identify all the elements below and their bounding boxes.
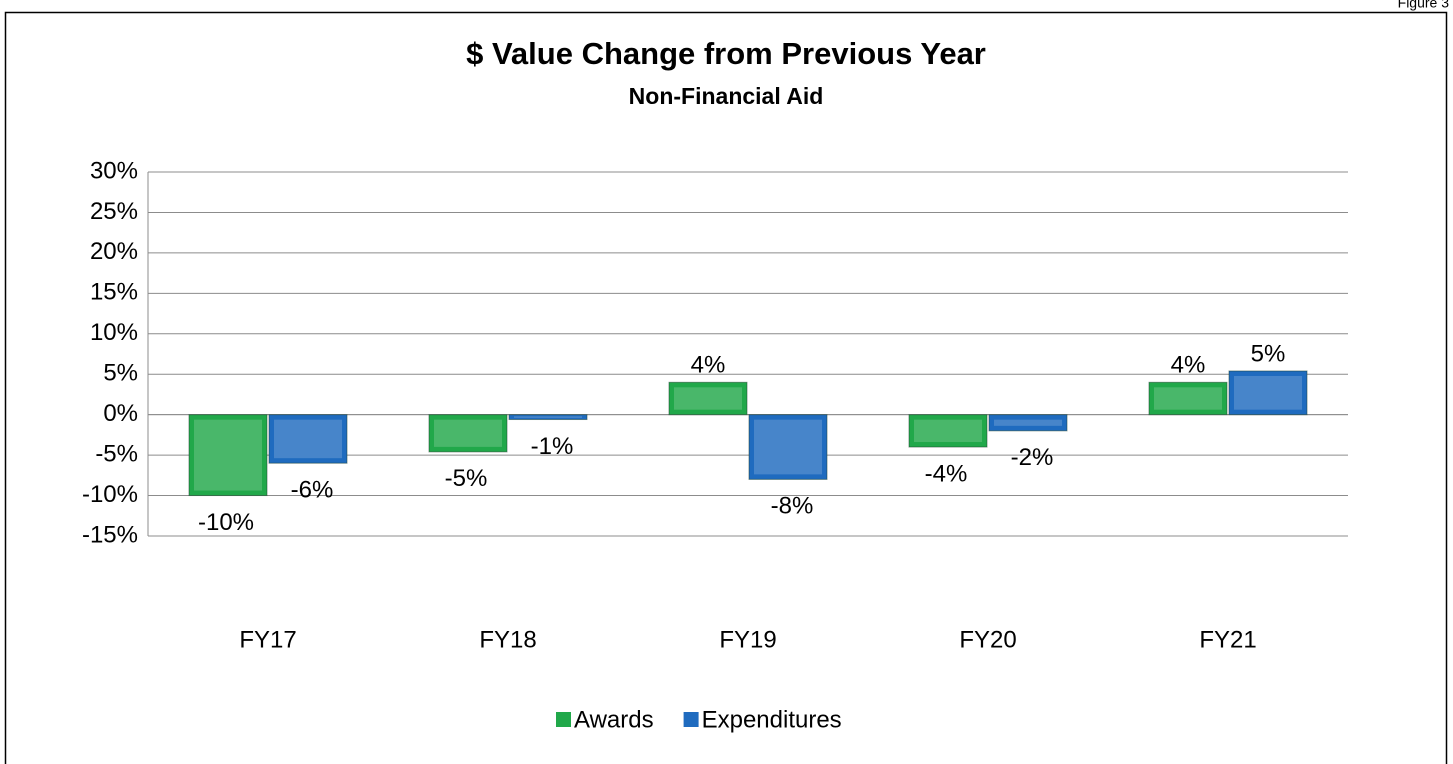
data-label: 4% xyxy=(1171,352,1206,379)
y-tick-label: 25% xyxy=(90,198,138,225)
legend-label: Expenditures xyxy=(702,706,842,733)
bar xyxy=(668,381,748,416)
bar-bevel xyxy=(194,419,262,491)
bar-bevel xyxy=(1154,387,1222,410)
bar xyxy=(188,414,268,497)
bar xyxy=(428,414,508,453)
y-tick-label: -5% xyxy=(95,440,138,467)
bar xyxy=(908,414,988,448)
bar xyxy=(1228,370,1308,416)
chart-subtitle: Non-Financial Aid xyxy=(629,83,824,109)
data-label: -8% xyxy=(771,493,814,520)
figure-label: Figure 3 xyxy=(1398,0,1450,11)
data-label: 4% xyxy=(691,352,726,379)
data-label: -1% xyxy=(531,433,574,460)
x-tick-label: FY19 xyxy=(719,626,776,653)
x-tick-label: FY20 xyxy=(959,626,1016,653)
bar xyxy=(988,414,1068,432)
y-tick-label: 0% xyxy=(103,400,138,427)
y-tick-label: 15% xyxy=(90,279,138,306)
legend-swatch xyxy=(683,712,699,727)
bar xyxy=(748,414,828,480)
x-tick-label: FY18 xyxy=(479,626,536,653)
data-label: -6% xyxy=(291,477,334,504)
x-tick-label: FY21 xyxy=(1199,626,1256,653)
bar-bevel xyxy=(674,387,742,410)
data-label: -5% xyxy=(445,465,488,492)
bar-bevel xyxy=(514,416,582,418)
legend-swatch xyxy=(556,712,571,727)
bar-bevel xyxy=(1234,375,1302,410)
y-tick-label: 5% xyxy=(103,360,138,387)
bar xyxy=(1148,381,1228,416)
legend-label: Awards xyxy=(574,706,654,733)
data-label: -4% xyxy=(925,460,968,487)
x-tick-label: FY17 xyxy=(239,626,296,653)
data-label: 5% xyxy=(1251,340,1286,367)
y-tick-label: 30% xyxy=(90,157,138,184)
bar-bevel xyxy=(754,419,822,475)
data-label: -2% xyxy=(1011,444,1054,471)
bar-bevel xyxy=(274,419,342,459)
bar xyxy=(268,414,348,464)
bar-bevel xyxy=(914,419,982,443)
y-tick-label: 10% xyxy=(90,319,138,346)
bar xyxy=(508,414,588,421)
chart-title: $ Value Change from Previous Year xyxy=(466,36,986,71)
data-label: -10% xyxy=(198,509,254,536)
y-tick-label: -10% xyxy=(82,481,138,508)
bar-bevel xyxy=(434,419,502,447)
bar-bevel xyxy=(994,419,1062,426)
y-tick-label: 20% xyxy=(90,238,138,265)
y-tick-label: -15% xyxy=(82,521,138,548)
